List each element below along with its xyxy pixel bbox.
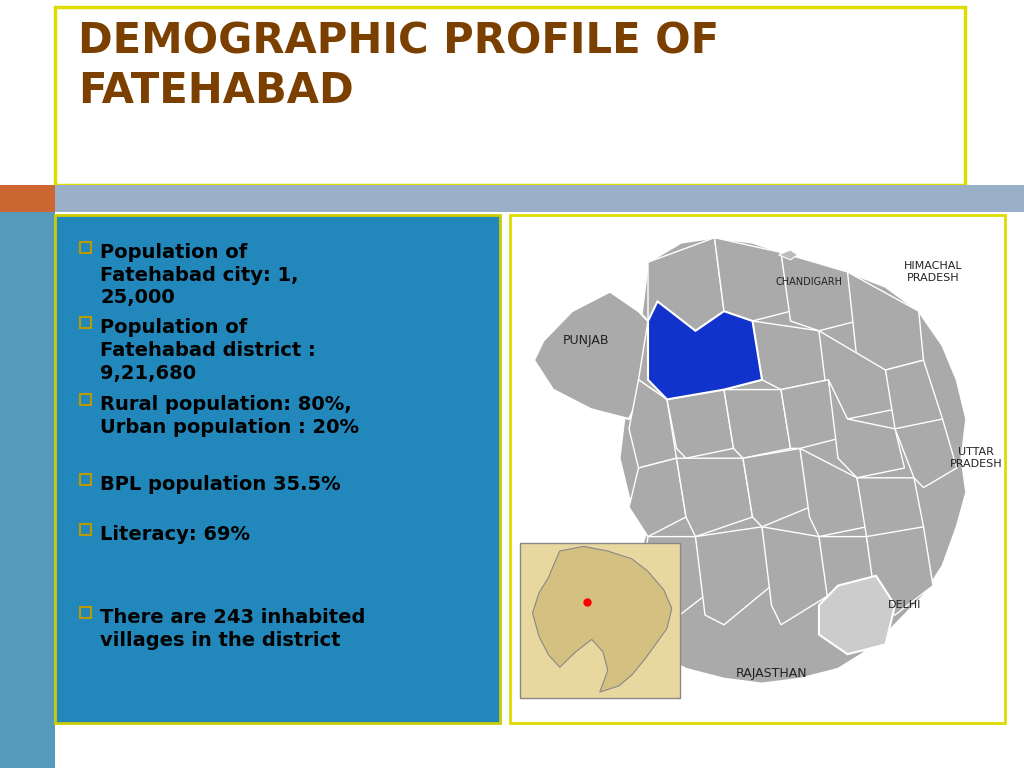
Polygon shape: [819, 537, 876, 625]
Polygon shape: [866, 527, 933, 615]
Polygon shape: [629, 458, 686, 537]
Text: Population of
Fatehabad city: 1,
25,000: Population of Fatehabad city: 1, 25,000: [100, 243, 299, 307]
Text: PUNJAB: PUNJAB: [563, 334, 609, 347]
Polygon shape: [667, 389, 733, 458]
Text: Population of
Fatehabad district :
9,21,680: Population of Fatehabad district : 9,21,…: [100, 318, 315, 382]
Polygon shape: [639, 321, 705, 399]
FancyBboxPatch shape: [55, 215, 500, 723]
Polygon shape: [762, 527, 828, 625]
Polygon shape: [848, 272, 924, 370]
Text: DELHI: DELHI: [888, 601, 922, 611]
Polygon shape: [532, 546, 672, 692]
Text: RAJASTHAN: RAJASTHAN: [735, 667, 807, 680]
Bar: [80, 474, 91, 485]
Polygon shape: [828, 380, 904, 478]
Polygon shape: [695, 321, 762, 389]
Bar: [520, 543, 680, 698]
Bar: [80, 394, 91, 405]
FancyBboxPatch shape: [55, 7, 965, 185]
Polygon shape: [778, 250, 798, 260]
Polygon shape: [753, 321, 828, 389]
Polygon shape: [819, 331, 895, 419]
Text: BPL population 35.5%: BPL population 35.5%: [100, 475, 341, 494]
Polygon shape: [677, 458, 753, 537]
Polygon shape: [534, 292, 648, 419]
Text: There are 243 inhabited
villages in the district: There are 243 inhabited villages in the …: [100, 608, 366, 650]
Text: Literacy: 69%: Literacy: 69%: [100, 525, 250, 544]
Polygon shape: [715, 238, 791, 321]
Polygon shape: [648, 238, 724, 331]
Bar: [80, 524, 91, 535]
Polygon shape: [695, 527, 771, 625]
Polygon shape: [886, 360, 942, 439]
Bar: [80, 607, 91, 618]
Polygon shape: [743, 449, 810, 527]
Polygon shape: [724, 389, 791, 458]
Text: DEMOGRAPHIC PROFILE OF: DEMOGRAPHIC PROFILE OF: [78, 20, 719, 62]
Text: HIMACHAL
PRADESH: HIMACHAL PRADESH: [904, 261, 963, 283]
Polygon shape: [819, 576, 895, 654]
Bar: [80, 317, 91, 328]
Bar: [0, 0, 1024, 188]
Bar: [55, 185, 1024, 212]
Bar: [0, 185, 55, 212]
Polygon shape: [781, 253, 857, 331]
Text: UTTAR
PRADESH: UTTAR PRADESH: [949, 448, 1002, 469]
Text: FATEHABAD: FATEHABAD: [78, 70, 353, 112]
Bar: [0, 212, 55, 768]
FancyBboxPatch shape: [510, 215, 1005, 723]
Polygon shape: [781, 380, 838, 449]
Polygon shape: [639, 537, 705, 625]
Polygon shape: [648, 301, 762, 399]
Bar: [80, 242, 91, 253]
Polygon shape: [895, 419, 956, 488]
Text: CHANDIGARH: CHANDIGARH: [776, 276, 843, 286]
Polygon shape: [800, 449, 866, 537]
Polygon shape: [857, 478, 924, 546]
Polygon shape: [620, 238, 967, 684]
Polygon shape: [629, 380, 677, 468]
Text: Rural population: 80%,
Urban population : 20%: Rural population: 80%, Urban population …: [100, 395, 359, 437]
